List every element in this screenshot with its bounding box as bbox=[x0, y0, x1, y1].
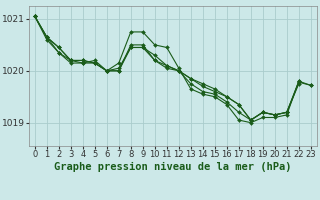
X-axis label: Graphe pression niveau de la mer (hPa): Graphe pression niveau de la mer (hPa) bbox=[54, 162, 292, 172]
